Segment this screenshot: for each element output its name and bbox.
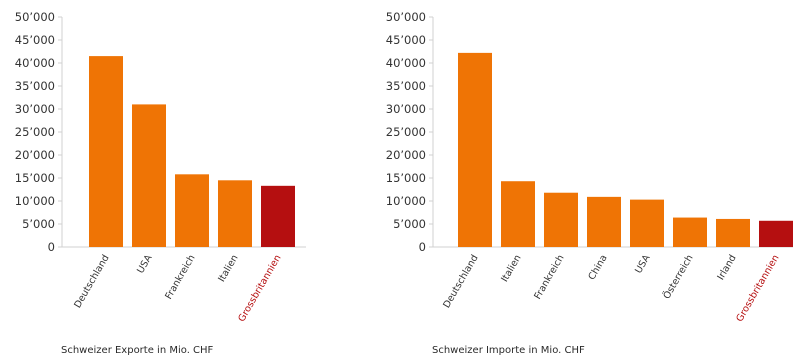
imports-y-tick-label: 30’000 [386, 102, 426, 116]
imports-y-tick-label: 45’000 [386, 33, 426, 47]
imports-category-label: Irland [715, 253, 738, 282]
export-chart-caption: Schweizer Exporte in Mio. CHF [61, 345, 214, 356]
exports-category-label: Grossbritannien [236, 253, 283, 324]
imports-y-tick-label: 35’000 [386, 79, 426, 93]
exports-category-label: USA [135, 253, 155, 276]
imports-bar [501, 181, 535, 247]
imports-category-label: China [587, 253, 610, 282]
imports-y-tick-label: 20’000 [386, 148, 426, 162]
exports-y-tick-label: 30’000 [15, 102, 55, 116]
exports-bar [89, 56, 123, 247]
imports-bar [759, 220, 793, 247]
imports-category-label: Frankreich [532, 253, 566, 301]
exports-y-tick-label: 20’000 [15, 148, 55, 162]
exports-bar [175, 174, 209, 247]
imports-bar [544, 192, 578, 247]
imports-bar [673, 217, 707, 247]
imports-bar [630, 199, 664, 247]
exports-category-label: Italien [216, 253, 240, 284]
imports-y-tick-label: 25’000 [386, 125, 426, 139]
exports-category-label: Frankreich [163, 253, 197, 301]
imports-bar [458, 52, 492, 247]
imports-category-label: Italien [499, 253, 523, 284]
exports-category-label: Deutschland [72, 253, 111, 310]
exports-y-tick-label: 25’000 [15, 125, 55, 139]
imports-bar [587, 196, 621, 247]
imports-category-label: USA [633, 253, 653, 276]
exports-y-tick-label: 5’000 [22, 217, 55, 231]
exports-y-tick-label: 45’000 [15, 33, 55, 47]
exports-y-tick-label: 35’000 [15, 79, 55, 93]
imports-y-tick-label: 40’000 [386, 56, 426, 70]
exports-y-tick-label: 0 [48, 240, 55, 254]
exports-bar [218, 180, 252, 247]
exports-y-tick-label: 10’000 [15, 194, 55, 208]
imports-category-label: Deutschland [441, 253, 480, 310]
exports-y-tick-label: 50’000 [15, 10, 55, 24]
exports-bar [261, 185, 295, 247]
exports-bar [132, 104, 166, 248]
imports-bar [716, 218, 750, 247]
imports-y-tick-label: 0 [419, 240, 426, 254]
imports-category-label: Österreich [661, 253, 695, 301]
exports-y-tick-label: 15’000 [15, 171, 55, 185]
imports-y-tick-label: 5’000 [393, 217, 426, 231]
imports-y-tick-label: 15’000 [386, 171, 426, 185]
imports-category-label: Grossbritannien [734, 253, 781, 324]
imports-y-tick-label: 50’000 [386, 10, 426, 24]
import-chart-caption: Schweizer Importe in Mio. CHF [432, 345, 585, 356]
imports-y-tick-label: 10’000 [386, 194, 426, 208]
exports-y-tick-label: 40’000 [15, 56, 55, 70]
